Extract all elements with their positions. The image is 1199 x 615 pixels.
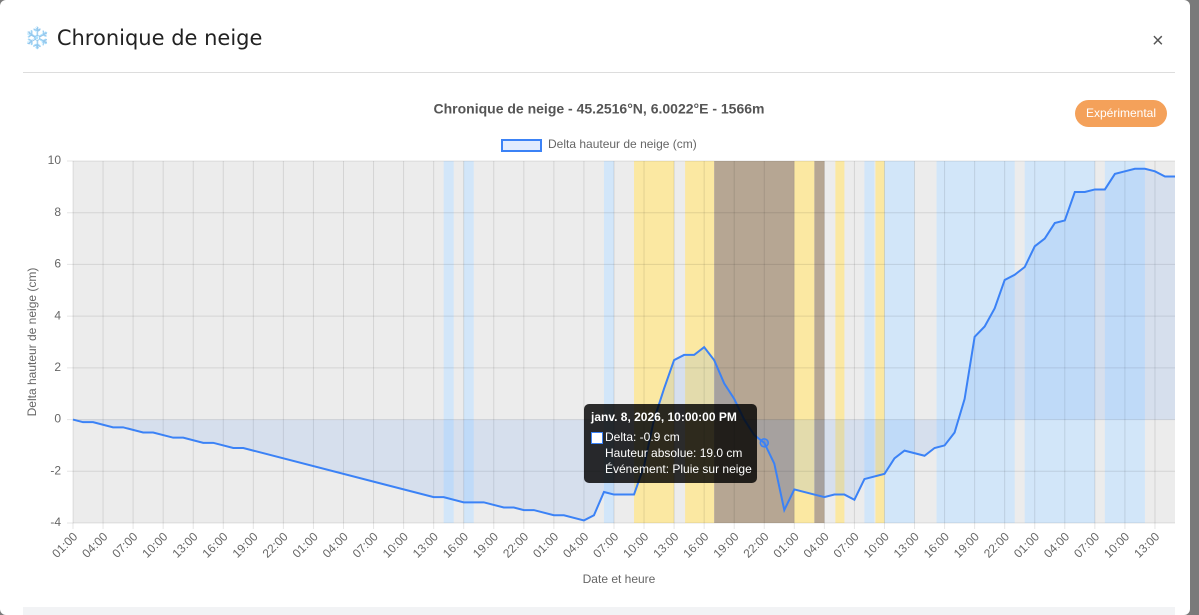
event-band — [814, 161, 825, 523]
x-tick-label: 16:00 — [680, 529, 711, 560]
x-tick-label: 07:00 — [1071, 529, 1102, 560]
event-band — [603, 161, 614, 523]
y-tick-label: -4 — [50, 515, 61, 529]
event-band — [835, 161, 845, 523]
divider — [23, 72, 1175, 73]
chart-title: Chronique de neige - 45.2516°N, 6.0022°E… — [433, 101, 764, 117]
tooltip-line: Événement: Pluie sur neige — [605, 462, 752, 476]
y-axis-label: Delta hauteur de neige (cm) — [25, 268, 39, 417]
close-button[interactable]: × — [1152, 30, 1164, 52]
x-tick-label: 07:00 — [350, 529, 381, 560]
tooltip: janv. 8, 2026, 10:00:00 PM Delta: -0.9 c… — [584, 404, 757, 483]
area — [73, 168, 1175, 521]
x-tick-label: 13:00 — [650, 529, 681, 560]
y-tick-label: 6 — [54, 257, 61, 271]
x-tick-label: 10:00 — [380, 529, 411, 560]
x-tick-label: 07:00 — [831, 529, 862, 560]
x-tick-label: 10:00 — [861, 529, 892, 560]
x-tick-label: 19:00 — [951, 529, 982, 560]
x-tick-label: 16:00 — [440, 529, 471, 560]
tooltip-line: Delta: -0.9 cm — [605, 430, 680, 444]
x-tick-label: 04:00 — [79, 529, 110, 560]
x-tick-label: 10:00 — [620, 529, 651, 560]
x-tick-label: 13:00 — [410, 529, 441, 560]
modal-title: ❄️ Chronique de neige — [24, 26, 263, 50]
legend-label[interactable]: Delta hauteur de neige (cm) — [548, 137, 697, 151]
x-tick-label: 01:00 — [290, 529, 321, 560]
chart: Chronique de neige - 45.2516°N, 6.0022°E… — [25, 101, 1175, 586]
y-tick-label: 0 — [54, 412, 61, 426]
x-tick-label: 10:00 — [139, 529, 170, 560]
x-tick-label: 01:00 — [1011, 529, 1042, 560]
y-tick-label: 8 — [54, 205, 61, 219]
x-tick-label: 01:00 — [771, 529, 802, 560]
x-tick-label: 04:00 — [1041, 529, 1072, 560]
y-tick-label: 10 — [48, 153, 62, 167]
x-tick-label: 04:00 — [560, 529, 591, 560]
y-tick-label: -2 — [50, 463, 61, 477]
event-band — [884, 161, 915, 523]
event-band — [875, 161, 885, 523]
x-tick-label: 13:00 — [169, 529, 200, 560]
x-tick-label: 22:00 — [981, 529, 1012, 560]
y-tick-label: 2 — [54, 360, 61, 374]
hover-point — [759, 438, 770, 448]
x-tick-label: 13:00 — [1131, 529, 1162, 560]
tooltip-line: Hauteur absolue: 19.0 cm — [605, 446, 743, 460]
x-tick-label: 07:00 — [590, 529, 621, 560]
x-tick-label: 22:00 — [260, 529, 291, 560]
footer — [23, 607, 1175, 615]
x-tick-label: 16:00 — [200, 529, 231, 560]
event-band — [1104, 161, 1145, 523]
x-tick-label: 04:00 — [320, 529, 351, 560]
event-band — [794, 161, 815, 523]
legend-swatch — [501, 139, 542, 152]
x-tick-label: 19:00 — [230, 529, 261, 560]
x-tick-label: 10:00 — [1101, 529, 1132, 560]
x-tick-label: 16:00 — [921, 529, 952, 560]
x-axis-label: Date et heure — [583, 572, 656, 586]
x-tick-label: 04:00 — [801, 529, 832, 560]
x-tick-label: 22:00 — [500, 529, 531, 560]
event-band — [864, 161, 875, 523]
event-band — [936, 161, 1015, 523]
x-tick-label: 19:00 — [710, 529, 741, 560]
tooltip-title: janv. 8, 2026, 10:00:00 PM — [591, 410, 737, 424]
event-band — [443, 161, 454, 523]
x-tick-label: 13:00 — [891, 529, 922, 560]
x-tick-label: 01:00 — [49, 529, 80, 560]
x-tick-label: 01:00 — [530, 529, 561, 560]
x-tick-label: 22:00 — [740, 529, 771, 560]
event-band — [463, 161, 474, 523]
x-tick-label: 07:00 — [109, 529, 140, 560]
tooltip-swatch — [591, 432, 603, 444]
x-tick-label: 19:00 — [470, 529, 501, 560]
experimental-badge: Expérimental — [1075, 100, 1167, 127]
y-tick-label: 4 — [54, 308, 61, 322]
